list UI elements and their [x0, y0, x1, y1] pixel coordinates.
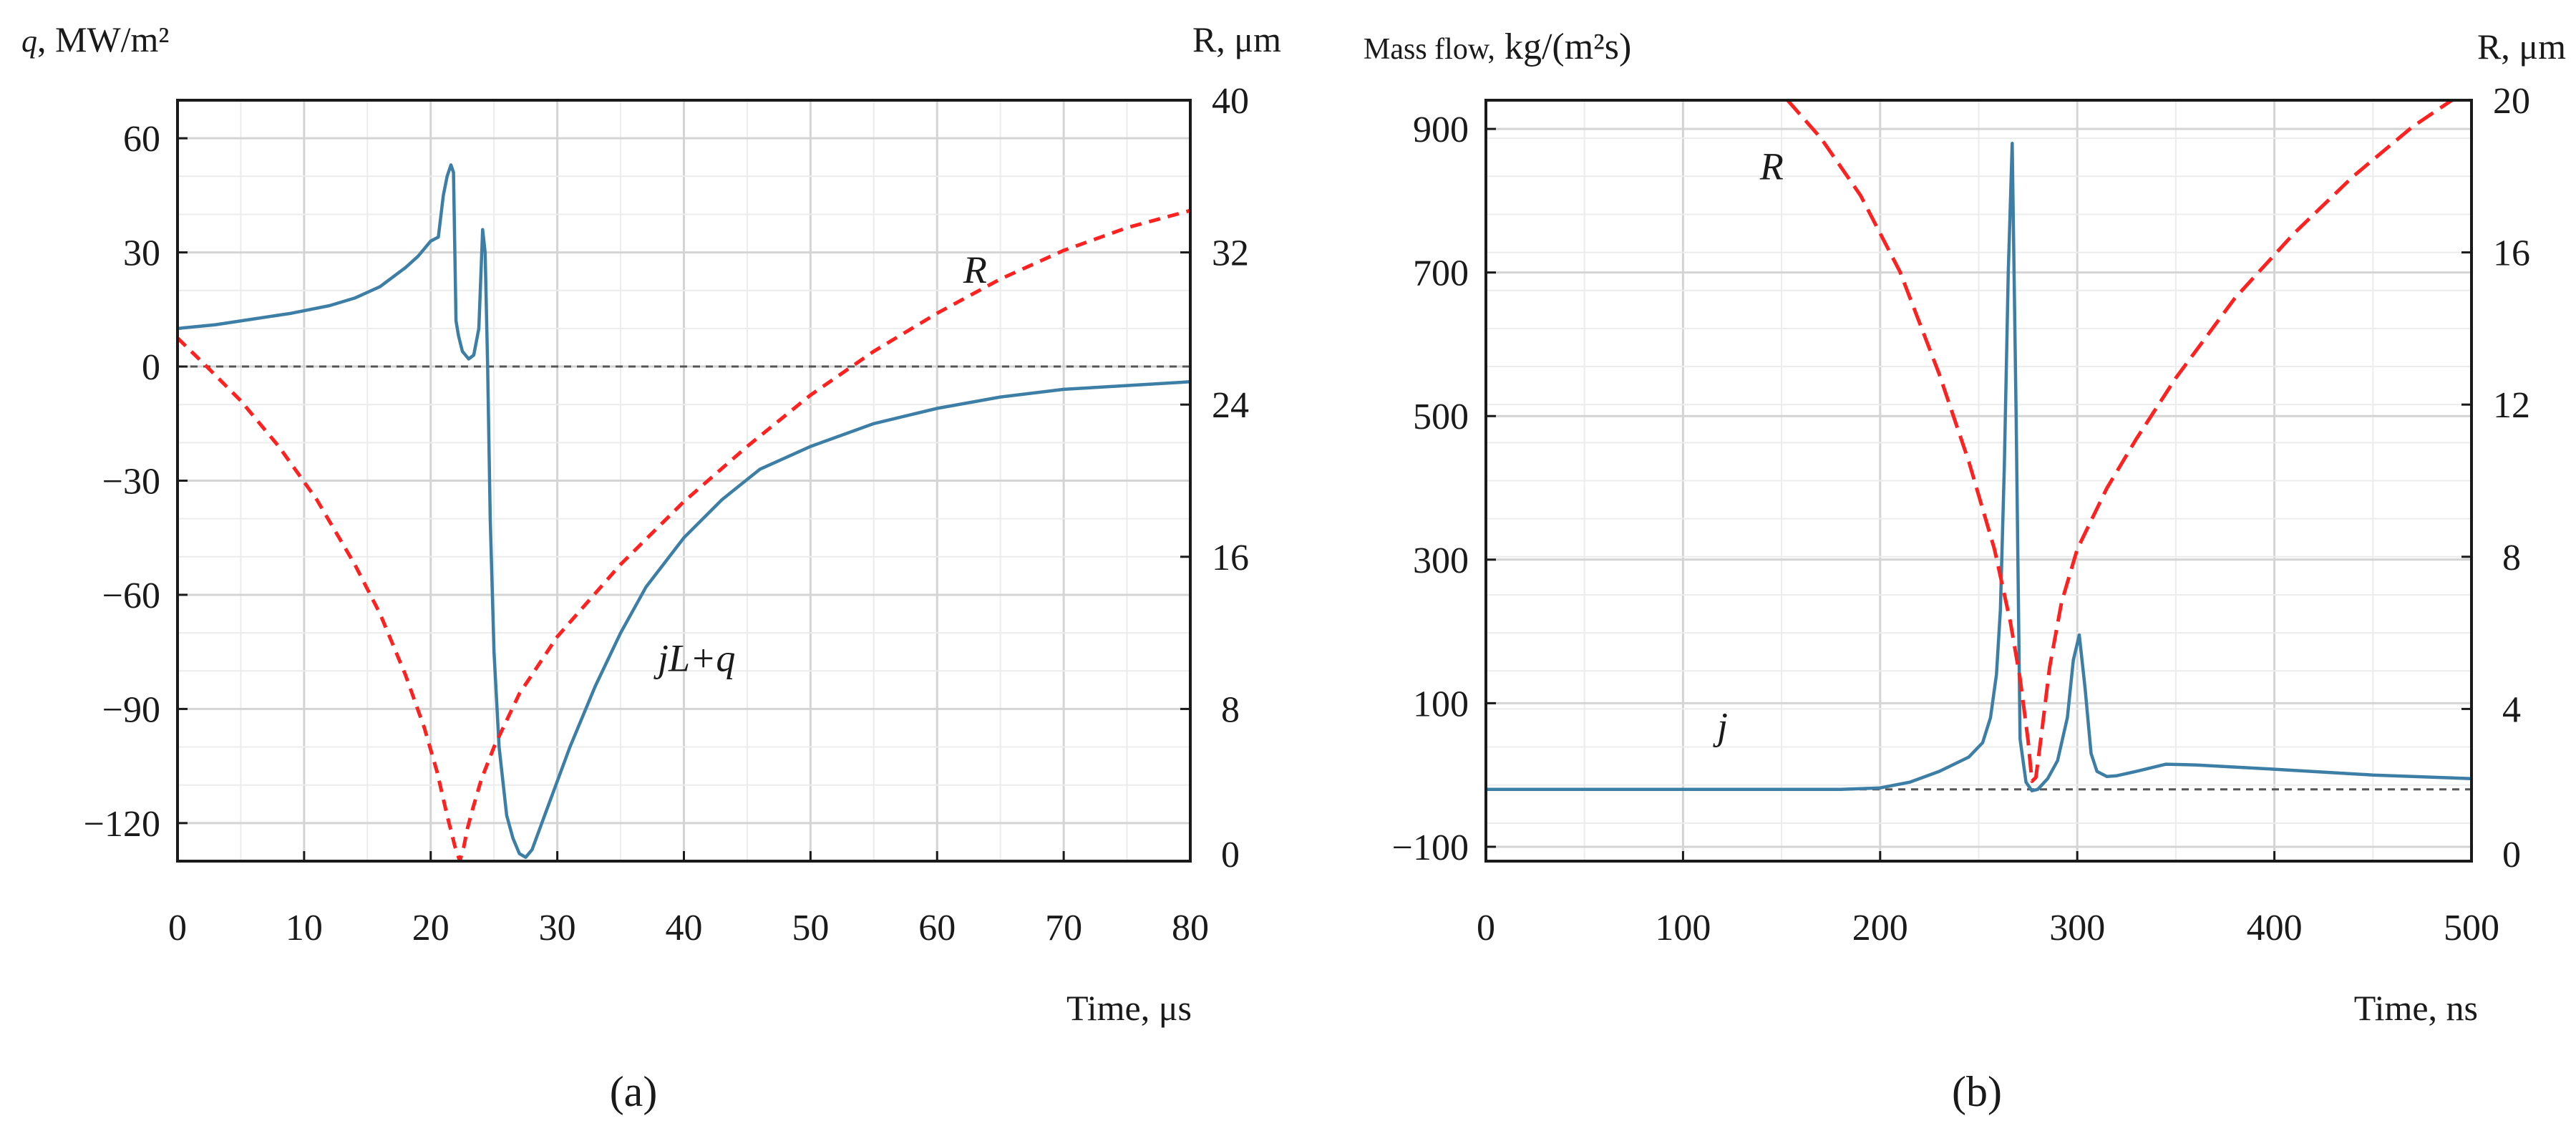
curve-annotation: R [1759, 145, 1784, 188]
y-right-axis-ticks: 20 16 12 8 4 0 [2461, 81, 2530, 875]
x-tick-label: 80 [1172, 908, 1209, 948]
x-tick-label: 10 [286, 908, 323, 948]
plot-frame [1484, 99, 2473, 863]
panel-label: (a) [610, 1068, 658, 1115]
x-axis-title: Time, ns [2354, 988, 2478, 1028]
x-axis-ticks: 0 100 200 300 400 500 [1477, 851, 2499, 948]
y-left-tick-label: −100 [1392, 827, 1469, 868]
y-right-axis-title: R, μm [1192, 19, 1281, 59]
x-tick-label: 0 [168, 908, 187, 948]
series-line-j [1486, 141, 2471, 792]
x-tick-label: 50 [792, 908, 829, 948]
x-tick-label: 20 [412, 908, 449, 948]
y-left-axis-ticks: 900 700 500 300 100 −100 [1392, 110, 1496, 868]
x-axis-ticks: 0 10 20 30 40 50 60 70 80 [168, 851, 1209, 948]
y-right-tick-label: 16 [1212, 538, 1249, 578]
y-right-axis-ticks: 40 32 24 16 8 0 [1180, 81, 1249, 875]
x-tick-label: 40 [666, 908, 703, 948]
curve-annotation: j [1713, 705, 1728, 748]
y-left-axis-title: q, MW/m² [21, 19, 169, 59]
curve-annotation: jL+q [653, 636, 735, 679]
chart-panel-a: 0 10 20 30 40 50 60 70 8060300−30−60−90−12040322… [21, 19, 1281, 1115]
panel-label: (b) [1952, 1068, 2002, 1115]
x-tick-label: 200 [1852, 908, 1908, 948]
y-right-tick-label: 8 [1221, 689, 1240, 730]
y-right-tick-label: 32 [1212, 233, 1249, 274]
grid [1486, 100, 2471, 861]
y-right-tick-label: 24 [1212, 385, 1249, 426]
series-line-r [178, 208, 1190, 861]
chart-panel-b: 0 100 200 300 400 500 900 700 500 300 100 −100 20 16 1… [1364, 26, 2566, 1115]
y-left-tick-label: 300 [1413, 540, 1469, 581]
y-right-tick-label: 4 [2502, 689, 2521, 730]
x-tick-label: 300 [2049, 908, 2105, 948]
curve-annotation: R [963, 248, 987, 291]
y-left-tick-label: 900 [1413, 110, 1469, 150]
x-tick-label: 30 [539, 908, 576, 948]
x-tick-label: 400 [2247, 908, 2303, 948]
series-line-r [1786, 100, 2453, 783]
x-tick-label: 60 [918, 908, 956, 948]
y-left-axis-title: Mass flow, kg/(m²s) [1364, 26, 1631, 67]
y-right-tick-label: 40 [1212, 81, 1249, 122]
x-tick-label: 0 [1477, 908, 1495, 948]
series-group [1486, 100, 2471, 792]
y-left-tick-label: −30 [102, 462, 160, 503]
y-left-tick-label: 0 [142, 347, 160, 388]
y-right-tick-label: 16 [2493, 233, 2530, 274]
y-right-tick-label: 20 [2493, 81, 2530, 122]
grid [178, 100, 1190, 861]
x-tick-label: 70 [1045, 908, 1082, 948]
x-tick-label: 500 [2444, 908, 2499, 948]
y-left-tick-label: 700 [1413, 253, 1469, 294]
x-axis-title: Time, μs [1066, 988, 1192, 1028]
y-left-tick-label: 30 [123, 233, 160, 274]
y-right-tick-label: 0 [2502, 835, 2521, 875]
y-left-tick-label: −90 [102, 689, 160, 730]
y-left-tick-label: 100 [1413, 684, 1469, 724]
y-left-tick-label: 500 [1413, 397, 1469, 437]
series-group [178, 163, 1190, 861]
y-left-tick-label: −60 [102, 576, 160, 616]
y-right-axis-title: R, μm [2477, 26, 2566, 67]
y-right-tick-label: 8 [2502, 538, 2521, 578]
y-left-axis-ticks: 60 30 0 −30 −60 −90 −120 [84, 119, 188, 845]
y-left-tick-label: −120 [84, 804, 160, 845]
x-tick-label: 100 [1655, 908, 1711, 948]
y-right-tick-label: 0 [1221, 835, 1240, 875]
series-line-jlq [178, 163, 1190, 859]
y-left-tick-label: 60 [123, 119, 160, 160]
y-right-tick-label: 12 [2493, 385, 2530, 426]
